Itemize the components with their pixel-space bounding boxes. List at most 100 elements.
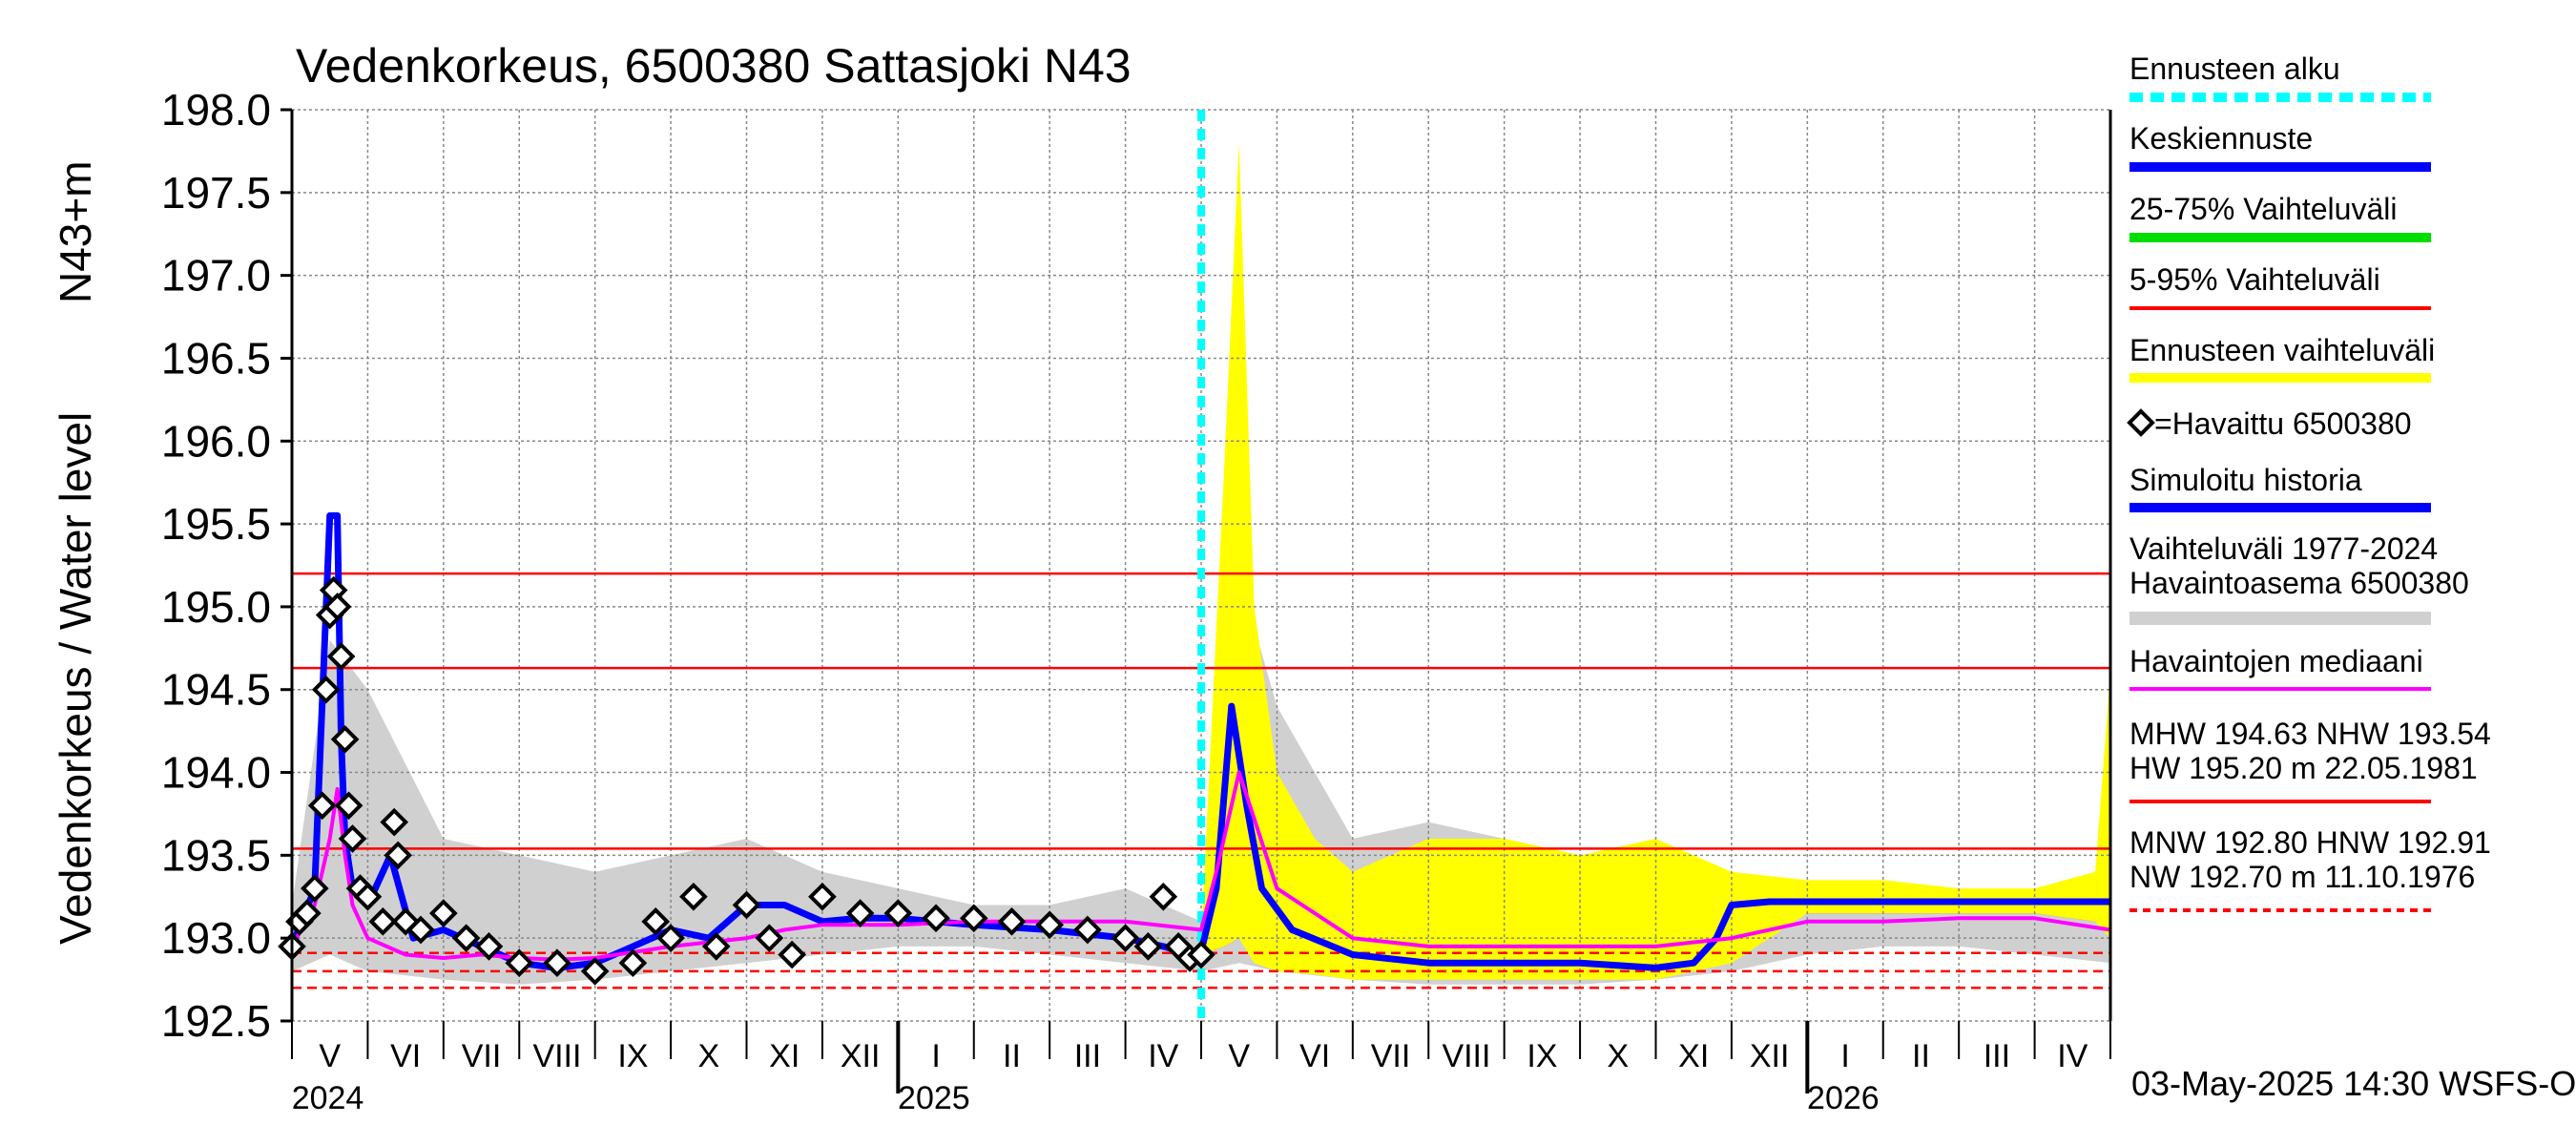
legend-entry-vaihteluv-li-1977-2024: Vaihteluväli 1977-2024 <box>2129 531 2438 566</box>
observed-markers-layer <box>278 575 1215 986</box>
observed-point <box>293 899 322 927</box>
month-label: IV <box>2057 1038 2088 1074</box>
legend-entry-5-95-vaihteluv-li: 5-95% Vaihteluväli <box>2129 262 2380 297</box>
chart-title: Vedenkorkeus, 6500380 Sattasjoki N43 <box>296 39 1132 93</box>
legend-marker-icon <box>2127 408 2155 437</box>
month-label: III <box>1074 1038 1101 1074</box>
observed-point <box>380 807 409 837</box>
year-label: 2025 <box>898 1080 970 1116</box>
y-tick-label: 192.5 <box>161 996 271 1046</box>
observed-point <box>732 890 761 920</box>
observed-point <box>922 904 950 933</box>
month-label: IX <box>617 1038 648 1074</box>
observed-point <box>384 841 413 870</box>
observed-point <box>1111 924 1140 953</box>
legend-entry-keskiennuste: Keskiennuste <box>2129 121 2313 156</box>
legend-entry-havaintojen-mediaani: Havaintojen mediaani <box>2129 644 2423 678</box>
observed-point <box>1035 910 1064 940</box>
month-label: X <box>697 1038 719 1074</box>
y-tick-label: 193.0 <box>161 913 271 963</box>
legend-entry-simuloitu-historia: Simuloitu historia <box>2129 463 2362 497</box>
observed-point <box>1133 932 1163 961</box>
y-tick-label: 194.0 <box>161 748 271 798</box>
observed-point <box>429 899 458 927</box>
observed-point <box>1073 915 1102 945</box>
observed-point <box>307 791 337 821</box>
observed-point <box>656 924 685 953</box>
y-axis-label: Vedenkorkeus / Water level <box>51 412 100 945</box>
observed-point <box>618 948 648 978</box>
observed-point <box>845 899 875 927</box>
observed-point <box>338 824 367 853</box>
observed-point <box>326 642 356 671</box>
observed-point <box>778 940 806 969</box>
observed-point <box>353 882 383 911</box>
axes-layer: 198.0 197.5 197.0 196.5 196.0 195.5 195.0 194.5… <box>161 85 2112 1116</box>
legend-entry-mhw-194-63-nhw-193-54-line2: HW 195.20 m 22.05.1981 <box>2129 751 2478 785</box>
legend-entry-havaittu-6500380: =Havaittu 6500380 <box>2154 406 2412 441</box>
month-label: XI <box>1678 1038 1709 1074</box>
month-label: I <box>1840 1038 1849 1074</box>
legend-entry-mnw-192-80-hnw-192-91-line2: NW 192.70 m 11.10.1976 <box>2129 860 2475 894</box>
legend-entry-ennusteen-alku: Ennusteen alku <box>2129 52 2340 86</box>
observed-point <box>451 924 481 953</box>
legend-entry-ennusteen-vaihteluv-li: Ennusteen vaihteluväli <box>2129 333 2435 367</box>
year-label: 2024 <box>292 1080 364 1116</box>
month-label: XI <box>769 1038 800 1074</box>
y-tick-label: 196.5 <box>161 333 271 383</box>
month-label: XII <box>1750 1038 1790 1074</box>
observed-point <box>883 899 913 927</box>
y-tick-label: 195.5 <box>161 499 271 549</box>
month-label: XII <box>841 1038 881 1074</box>
month-label: II <box>1003 1038 1021 1074</box>
month-label: I <box>931 1038 940 1074</box>
legend-entry-mnw-192-80-hnw-192-91: MNW 192.80 HNW 192.91 <box>2129 825 2491 860</box>
observed-point <box>580 957 610 986</box>
observed-point <box>701 932 731 961</box>
y-axis-unit: N43+m <box>51 160 100 303</box>
month-label: IX <box>1527 1038 1557 1074</box>
observed-point <box>641 906 671 936</box>
observed-point <box>808 882 837 911</box>
observed-point <box>474 932 504 961</box>
observed-point <box>543 948 571 978</box>
legend-entry-25-75-vaihteluv-li: 25-75% Vaihteluväli <box>2129 192 2397 226</box>
month-label: VIII <box>532 1038 581 1074</box>
legend: Ennusteen alku Keskiennuste 25-75% Vaihtel… <box>2127 52 2491 912</box>
y-tick-label: 197.0 <box>161 251 271 301</box>
month-label: X <box>1607 1038 1629 1074</box>
legend-entry-mhw-194-63-nhw-193-54: MHW 194.63 NHW 193.54 <box>2129 717 2491 751</box>
observed-point <box>300 874 329 903</box>
month-label: II <box>1912 1038 1930 1074</box>
year-label: 2026 <box>1807 1080 1880 1116</box>
observed-point <box>505 948 534 978</box>
month-label: VII <box>462 1038 502 1074</box>
observed-point <box>368 906 398 936</box>
legend-entry-vaihteluv-li-1977-2024-line2: Havaintoasema 6500380 <box>2129 566 2469 600</box>
y-tick-label: 196.0 <box>161 416 271 466</box>
bands-layer <box>292 142 2110 985</box>
y-tick-label: 198.0 <box>161 85 271 135</box>
observed-point <box>330 724 360 754</box>
y-tick-label: 193.5 <box>161 830 271 880</box>
observed-point <box>334 791 364 821</box>
y-tick-label: 194.5 <box>161 665 271 715</box>
month-label: III <box>1984 1038 2010 1074</box>
observed-point <box>755 924 784 953</box>
month-label: VI <box>1299 1038 1330 1074</box>
footer-timestamp: 03-May-2025 14:30 WSFS-O <box>2131 1064 2576 1103</box>
month-label: IV <box>1148 1038 1178 1074</box>
observed-point <box>406 915 435 945</box>
month-label: VII <box>1371 1038 1411 1074</box>
observed-point <box>679 882 708 911</box>
observed-point <box>322 593 352 621</box>
y-tick-label: 197.5 <box>161 168 271 218</box>
observed-point <box>1149 882 1178 911</box>
month-label: VI <box>390 1038 421 1074</box>
observed-point <box>959 904 988 933</box>
month-label: V <box>1228 1038 1250 1074</box>
observed-point <box>1187 940 1215 969</box>
band-ennusteen-vaihteluv-li <box>1201 142 2110 980</box>
y-tick-label: 195.0 <box>161 582 271 632</box>
